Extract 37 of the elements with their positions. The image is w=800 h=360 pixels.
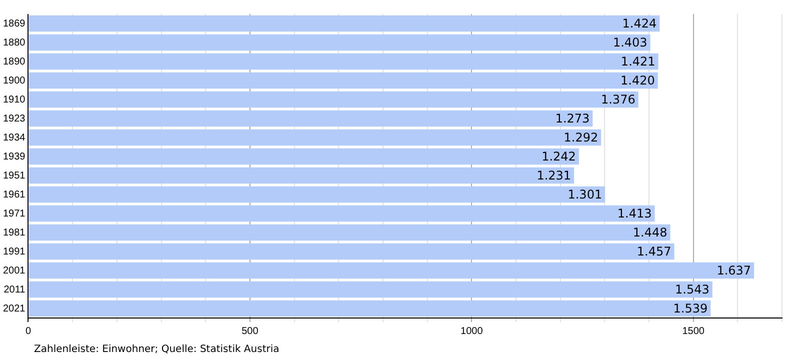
y-tick-label: 1961 [2,189,26,200]
data-label: 1.543 [675,282,710,297]
data-label: 1.231 [536,168,572,183]
data-label: 1.457 [636,244,672,259]
data-label: 1.421 [620,54,656,69]
data-label: 1.448 [632,226,668,240]
data-label: 1.376 [600,92,636,107]
y-tick-label: 1910 [2,94,26,106]
y-tick-label: 1951 [2,170,26,182]
data-label: 1.413 [617,206,652,221]
text: Zahlenleiste: Einwohner; Quelle: Statistik Austria [34,344,280,356]
y-tick-label: 1890 [2,56,26,68]
y-tick-label: 1900 [2,75,26,86]
y-tick-label: 1939 [2,151,26,162]
data-label: 1.637 [716,264,752,278]
data-label: 1.292 [564,130,598,145]
y-tick-label: 1934 [2,132,26,144]
y-tick-label: 1880 [2,37,26,48]
data-label: 1.301 [568,188,602,202]
x-tick-label: 1500 [682,326,705,337]
data-label: 1.403 [612,36,648,50]
data-label: 1.539 [673,302,708,316]
data-label: 1.424 [622,16,657,31]
y-tick-label: 1869 [2,18,26,30]
y-tick-label: 2011 [4,284,26,296]
data-label: 1.420 [620,74,655,88]
y-tick-label: 1981 [2,227,26,238]
y-tick-label: 1971 [2,208,26,220]
y-tick-label: 2001 [2,265,26,276]
x-tick-label: 1000 [460,326,484,337]
y-tick-label: 1923 [2,113,26,124]
data-label: 1.242 [542,150,576,164]
y-tick-label: 1991 [2,246,26,258]
x-tick-label: 0 [25,326,32,337]
y-tick-label: 2021 [2,303,26,314]
x-tick-label: 500 [242,326,259,337]
data-label: 1.273 [555,112,590,126]
